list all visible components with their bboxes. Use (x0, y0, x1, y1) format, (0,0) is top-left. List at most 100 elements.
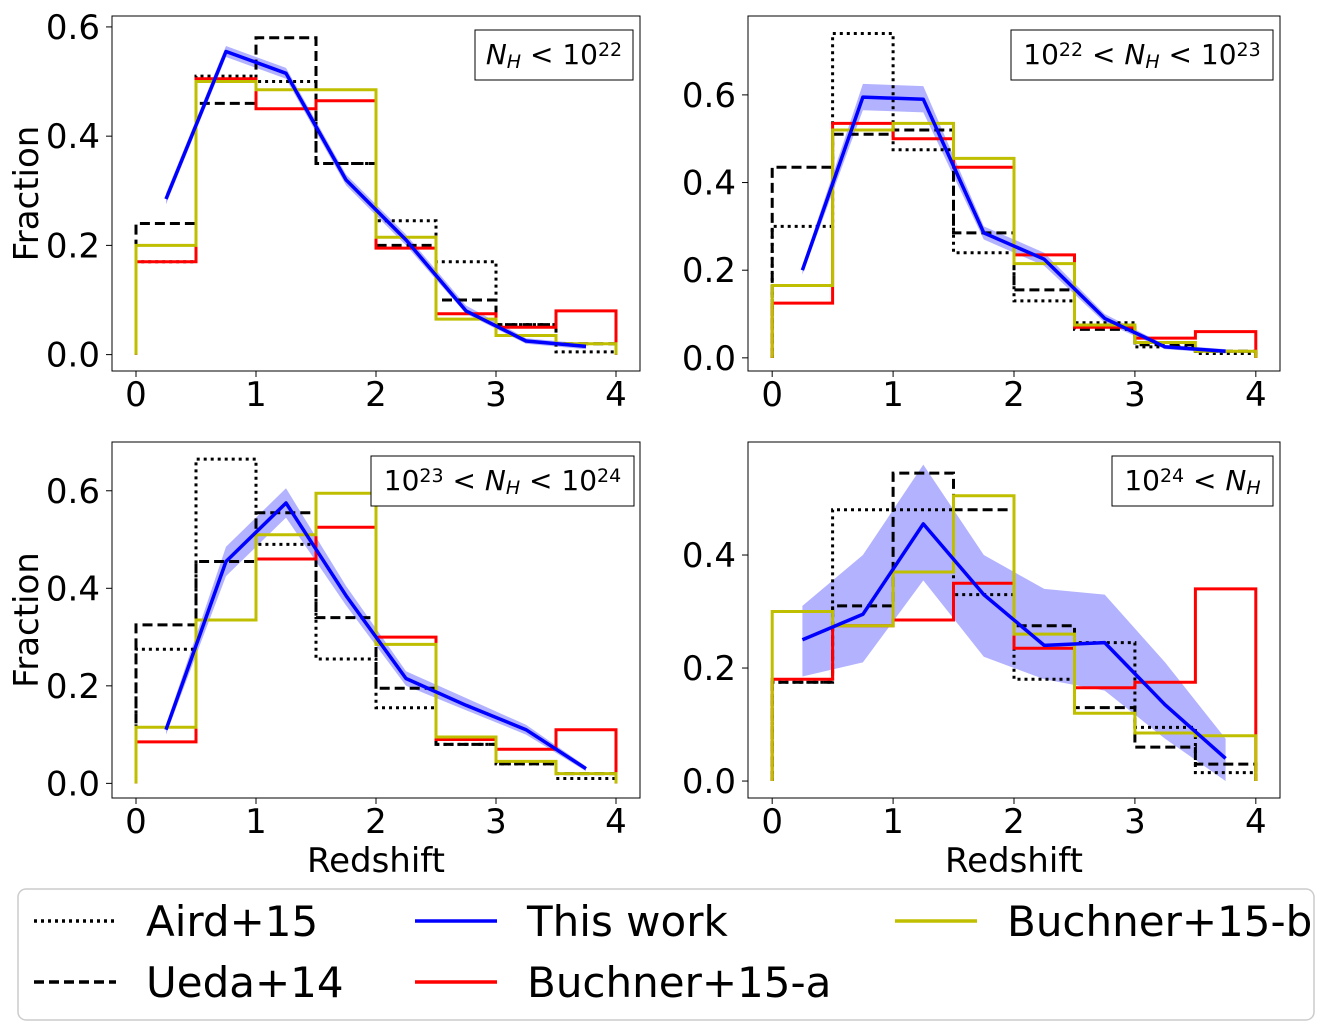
x-tick-label: 1 (882, 802, 904, 842)
legend-label: Aird+15 (146, 897, 318, 946)
series-aird (770, 508, 1258, 781)
panel-label: NH < 1022 (486, 38, 622, 73)
y-tick-label: 0.4 (46, 117, 100, 157)
plot-area (134, 36, 618, 355)
legend-item-this: This work (415, 897, 728, 946)
panel-label-part: H (1145, 51, 1159, 73)
legend-item-aird: Aird+15 (34, 897, 318, 946)
series-buchb (770, 121, 1258, 358)
panel-label-part: 22 (598, 39, 622, 61)
x-tick-label: 0 (125, 802, 147, 842)
y-axis-label: Fraction (7, 552, 47, 688)
y-tick-label: 0.2 (682, 251, 736, 291)
legend-frame (17, 888, 1315, 1021)
series-this (164, 501, 587, 771)
y-tick-label: 0.0 (46, 764, 100, 804)
panel-label-part: H (506, 477, 520, 499)
y-tick-label: 0.6 (46, 472, 100, 512)
panel-label-part: 23 (419, 465, 443, 487)
legend-item-ueda: Ueda+14 (34, 958, 344, 1007)
x-tick-label: 2 (365, 802, 387, 842)
series-buchb (134, 491, 618, 784)
panel-label-part: 24 (1160, 465, 1184, 487)
series-ueda (770, 471, 1258, 781)
x-tick-label: 3 (485, 802, 507, 842)
y-tick-label: 0.0 (682, 762, 736, 802)
y-axis-label: Fraction (7, 126, 47, 262)
x-tick-label: 1 (245, 375, 267, 415)
series-aird (770, 32, 1258, 358)
panel-label-part: < 10 (1160, 38, 1237, 71)
panel-nh-lt-22: 0 1 2 3 4 0.0 0.2 0.4 0.6 Fraction NH < 1022 (7, 8, 641, 415)
panel-label-part: N (1124, 38, 1145, 71)
panel-label-box (1111, 455, 1274, 507)
panel-label-part: < (1184, 464, 1225, 497)
legend-label: Ueda+14 (146, 958, 344, 1007)
legend-label: Buchner+15-b (1007, 897, 1312, 946)
legend-label: Buchner+15-a (527, 958, 831, 1007)
y-tick-label: 0.4 (682, 164, 736, 204)
x-tick-label: 4 (605, 375, 627, 415)
panel-label-box (474, 29, 634, 81)
plot-area (770, 464, 1258, 781)
series-this (164, 49, 587, 349)
plot-area (770, 32, 1258, 358)
panel-label-part: N (1225, 464, 1246, 497)
legend-label: This work (526, 897, 728, 946)
x-tick-label: 3 (1124, 802, 1146, 842)
panel-label-part: < (444, 464, 485, 497)
panel-nh-gt-24: 0 1 2 3 4 0.0 0.2 0.4 Redshift 1024 < NH (682, 441, 1281, 881)
x-tick-label: 2 (1003, 375, 1025, 415)
series-this (800, 95, 1226, 354)
y-tick-label: 0.4 (46, 569, 100, 609)
panel-label: 1023 < NH < 1024 (384, 464, 621, 499)
panel-label-box (1010, 29, 1274, 81)
panel-label-part: 22 (1059, 39, 1083, 61)
panel-label-part: 24 (597, 465, 621, 487)
x-tick-label: 4 (1245, 802, 1267, 842)
panel-label: 1024 < NH (1124, 464, 1260, 499)
y-tick-label: 0.2 (46, 226, 100, 266)
x-tick-label: 1 (882, 375, 904, 415)
panel-label-part: 10 (384, 464, 420, 497)
x-tick-label: 4 (1245, 375, 1267, 415)
panel-label-part: H (1246, 477, 1260, 499)
y-tick-label: 0.2 (682, 649, 736, 689)
series-ueda (134, 511, 618, 784)
x-tick-label: 1 (245, 802, 267, 842)
x-tick-label: 3 (1124, 375, 1146, 415)
panel-label-part: N (486, 38, 507, 71)
y-tick-label: 0.4 (682, 536, 736, 576)
x-tick-label: 0 (761, 802, 783, 842)
x-tick-label: 4 (605, 802, 627, 842)
x-axis-label: Redshift (945, 841, 1083, 881)
x-tick-label: 2 (1003, 802, 1025, 842)
y-tick-label: 0.2 (46, 667, 100, 707)
panel-label-part: H (507, 51, 521, 73)
y-tick-label: 0.6 (682, 76, 736, 116)
x-axis-label: Redshift (307, 841, 445, 881)
panel-label: 1022 < NH < 1023 (1023, 38, 1260, 73)
legend-item-bucha: Buchner+15-a (415, 958, 831, 1007)
panel-label-part: 10 (1124, 464, 1160, 497)
legend: Aird+15 Ueda+14 This work Buchner+15-a Buchn… (17, 888, 1315, 1021)
panel-label-part: N (485, 464, 506, 497)
series-this (801, 522, 1227, 760)
panel-label-part: < 10 (520, 464, 597, 497)
panel-label-box (370, 455, 635, 507)
legend-item-buchb: Buchner+15-b (895, 897, 1312, 946)
plot-area (134, 457, 618, 784)
panel-label-part: 23 (1237, 39, 1261, 61)
y-tick-label: 0.6 (46, 8, 100, 48)
y-tick-label: 0.0 (46, 336, 100, 376)
x-tick-label: 0 (761, 375, 783, 415)
x-tick-label: 2 (365, 375, 387, 415)
x-tick-label: 0 (125, 375, 147, 415)
x-tick-label: 3 (485, 375, 507, 415)
panel-label-part: < 10 (521, 38, 598, 71)
panel-label-part: 10 (1023, 38, 1059, 71)
series-buchb (134, 80, 618, 355)
y-tick-label: 0.0 (682, 339, 736, 379)
